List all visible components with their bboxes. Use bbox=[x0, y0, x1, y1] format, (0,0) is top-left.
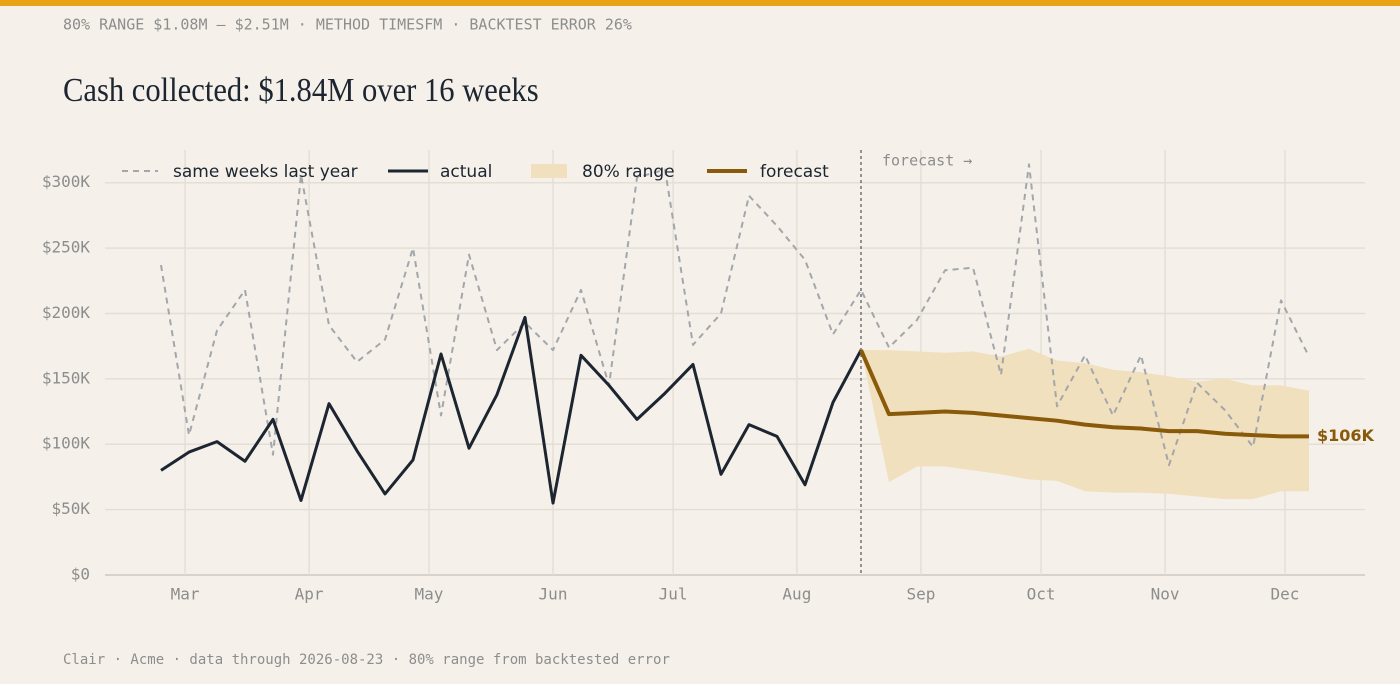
y-tick-label: $300K bbox=[42, 172, 91, 191]
x-tick-label: May bbox=[415, 585, 444, 604]
y-tick-label: $250K bbox=[42, 238, 91, 257]
y-tick-label: $100K bbox=[42, 434, 91, 453]
x-tick-label: Apr bbox=[295, 585, 324, 604]
legend-label: forecast bbox=[760, 162, 829, 182]
x-tick-label: Nov bbox=[1151, 585, 1180, 604]
subtitle: 80% RANGE $1.08M – $2.51M · METHOD TIMES… bbox=[63, 16, 632, 34]
legend: same weeks last year actual 80% range forec… bbox=[122, 162, 829, 182]
forecast-label: forecast → bbox=[882, 152, 972, 170]
legend-label: 80% range bbox=[582, 162, 675, 182]
x-tick-label: Jul bbox=[659, 585, 688, 604]
y-tick-label: $50K bbox=[51, 499, 90, 518]
y-tick-label: $150K bbox=[42, 368, 91, 387]
footer: Clair · Acme · data through 2026-08-23 ·… bbox=[63, 652, 670, 668]
y-tick-label: $0 bbox=[71, 565, 90, 584]
chart-title: Cash collected: $1.84M over 16 weeks bbox=[63, 70, 539, 108]
data-label: $106K bbox=[1317, 426, 1375, 445]
x-tick-label: Aug bbox=[782, 585, 811, 604]
y-tick-label: $200K bbox=[42, 303, 91, 322]
x-tick-label: Dec bbox=[1270, 585, 1299, 604]
series-line bbox=[160, 315, 863, 505]
legend-swatch bbox=[531, 164, 567, 178]
series-line bbox=[859, 349, 1309, 439]
x-tick-label: Jun bbox=[539, 585, 568, 604]
x-tick-label: Mar bbox=[171, 585, 200, 604]
series-line bbox=[160, 163, 1310, 467]
marks: forecast → $106K bbox=[160, 150, 1375, 575]
legend-label: same weeks last year bbox=[173, 162, 358, 182]
legend-label: actual bbox=[440, 162, 492, 182]
top-stripe bbox=[0, 0, 1400, 6]
x-tick-label: Oct bbox=[1027, 585, 1056, 604]
x-tick-label: Sep bbox=[906, 585, 935, 604]
